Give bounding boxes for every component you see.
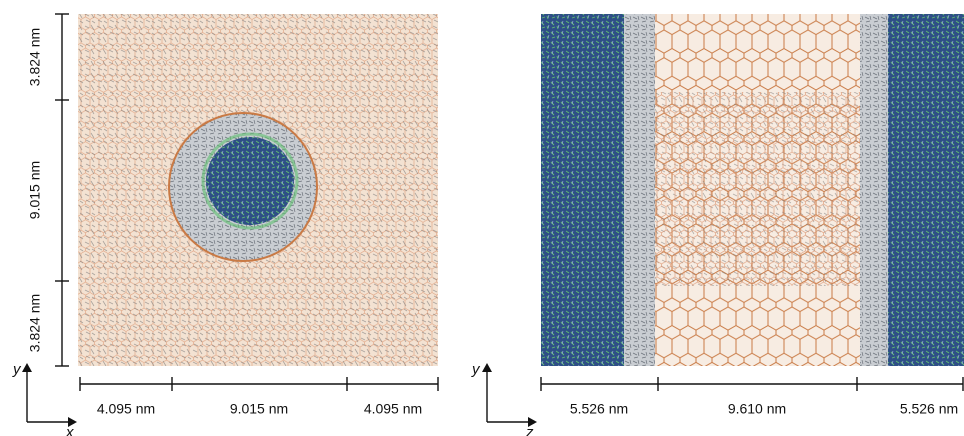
axis-indicator: y x	[12, 361, 77, 436]
horizontal-dimension: 5.526 nm 9.610 nm 5.526 nm	[540, 377, 964, 417]
horizontal-dimension: 4.095 nm 9.015 nm 4.095 nm	[79, 377, 439, 417]
vertical-dimension: 3.824 nm 9.015 nm 3.824 nm	[27, 13, 69, 367]
dimension-label: 5.526 nm	[570, 401, 628, 417]
dimension-label: 3.824 nm	[27, 294, 43, 352]
axis-label: y	[471, 361, 481, 378]
dimension-label: 9.610 nm	[728, 401, 786, 417]
dimension-label: 5.526 nm	[900, 401, 958, 417]
axis-label: x	[65, 424, 74, 436]
dimension-label: 4.095 nm	[364, 401, 422, 417]
axis-label: z	[525, 424, 534, 436]
dimension-label: 4.095 nm	[97, 401, 155, 417]
axis-indicator: y z	[471, 361, 537, 436]
axis-label: y	[12, 361, 22, 378]
left-image	[78, 14, 438, 366]
dimension-label: 3.824 nm	[27, 28, 43, 86]
dimension-label: 9.015 nm	[230, 401, 288, 417]
dimension-label: 9.015 nm	[27, 161, 43, 219]
right-image	[541, 14, 964, 366]
